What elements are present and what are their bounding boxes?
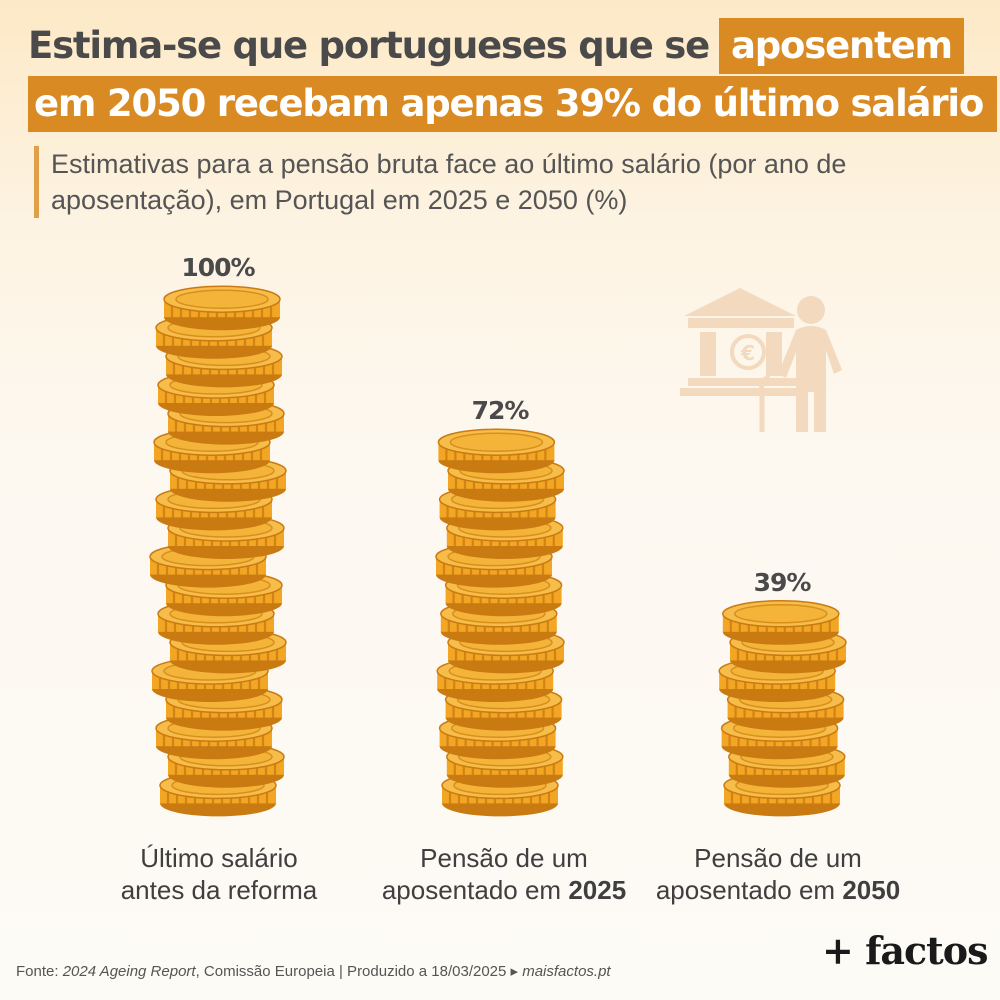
source-note: Fonte: 2024 Ageing Report, Comissão Euro… [16, 962, 611, 980]
category-label-2: Pensão de um aposentado em 2025 [354, 842, 654, 906]
value-label-2: 72% [472, 396, 530, 425]
source-rest: , Comissão Europeia | Produzido a 18/03/… [195, 963, 523, 980]
subtitle: Estimativas para a pensão bruta face ao … [34, 146, 931, 218]
coin [722, 600, 840, 645]
coin [437, 428, 556, 474]
category-label-3: Pensão de um aposentado em 2050 [628, 842, 928, 906]
coin-stack-1 [149, 285, 287, 817]
title-line-1: Estima-se que portugueses que se aposente… [28, 18, 964, 74]
source-site[interactable]: maisfactos.pt [522, 963, 611, 980]
coin-stack-2 [435, 428, 565, 817]
category-label-1-line1: Último salário [140, 843, 298, 873]
brand-logo: + factos [822, 928, 988, 973]
title-part-1: Estima-se que portugueses que se [28, 24, 710, 67]
category-label-2-line2: aposentado em [381, 875, 569, 905]
coin-stack-3 [718, 600, 847, 817]
svg-text:€: € [740, 341, 755, 365]
source-report: 2024 Ageing Report [62, 963, 196, 980]
coin [163, 285, 281, 331]
category-label-3-year: 2050 [842, 875, 901, 905]
title-line-2: em 2050 recebam apenas 39% do último sal… [28, 76, 998, 132]
category-label-1-line2: antes da reforma [120, 875, 318, 905]
category-label-3-line2: aposentado em [655, 875, 843, 905]
pension-bank-elderly-icon: € [680, 288, 842, 432]
category-label-3-line1: Pensão de um [694, 843, 862, 873]
category-label-2-line1: Pensão de um [420, 843, 588, 873]
source-prefix: Fonte: [16, 963, 63, 980]
value-label-1: 100% [181, 253, 255, 282]
value-label-3: 39% [754, 568, 812, 597]
title-highlight: aposentem [719, 18, 964, 74]
category-label-1: Último salário antes da reforma [69, 842, 369, 906]
category-label-2-year: 2025 [568, 875, 627, 905]
coin [169, 628, 287, 674]
